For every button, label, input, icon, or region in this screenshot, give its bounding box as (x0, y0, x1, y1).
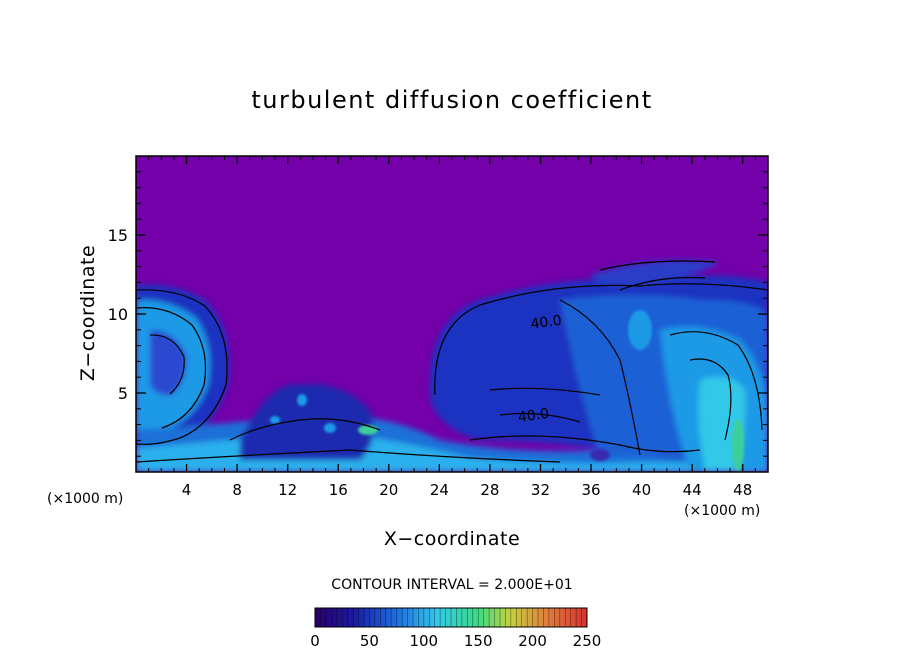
colorbar-hatching (320, 608, 582, 627)
x-tick-label-4: 20 (379, 481, 398, 499)
x-tick-label-0: 4 (182, 481, 192, 499)
x-tick-label-8: 36 (581, 481, 600, 499)
colorbar-tick-label-2: 100 (409, 632, 438, 650)
contour-label-1: 40.0 (517, 406, 550, 426)
colorbar-frame (314, 607, 588, 628)
contour-label-0: 40.0 (530, 313, 563, 333)
colorbar-tick-label-1: 50 (360, 632, 379, 650)
contour-lines (136, 260, 768, 463)
y-tick-label-1: 10 (108, 305, 128, 324)
x-unit-right: (×1000 m) (684, 503, 761, 519)
colorbar-tick-label-4: 200 (518, 632, 547, 650)
y-tick-label-2: 15 (108, 226, 128, 245)
colorbar-tick-label-0: 0 (310, 632, 320, 650)
diffusion-field (136, 156, 768, 472)
x-tick-label-7: 32 (531, 481, 550, 499)
field-blobs (136, 260, 768, 472)
colorbar-tick-label-5: 250 (573, 632, 602, 650)
contour-interval: CONTOUR INTERVAL = 2.000E+01 (331, 577, 573, 593)
y-axis-label: Z−coordinate (77, 244, 99, 382)
field-details (270, 310, 744, 471)
x-tick-label-2: 12 (278, 481, 297, 499)
x-tick-label-10: 44 (683, 481, 702, 499)
x-tick-label-9: 40 (632, 481, 651, 499)
x-tick-label-11: 48 (733, 481, 752, 499)
contour-labels: 40.0 40.0 (517, 313, 563, 426)
x-axis-label: X−coordinate (383, 528, 521, 550)
x-tick-label-6: 28 (480, 481, 499, 499)
chart-title: turbulent diffusion coefficient (251, 86, 653, 114)
x-tick-label-3: 16 (329, 481, 348, 499)
axis-ticks (136, 156, 768, 472)
x-unit-left: (×1000 m) (47, 491, 124, 507)
x-tick-label-1: 8 (232, 481, 242, 499)
colorbar-tick-label-3: 150 (464, 632, 493, 650)
colorbar-labels: 0 50 100 150 200 250 (310, 632, 601, 650)
y-tick-label-0: 5 (118, 384, 128, 403)
x-tick-label-5: 24 (430, 481, 449, 499)
